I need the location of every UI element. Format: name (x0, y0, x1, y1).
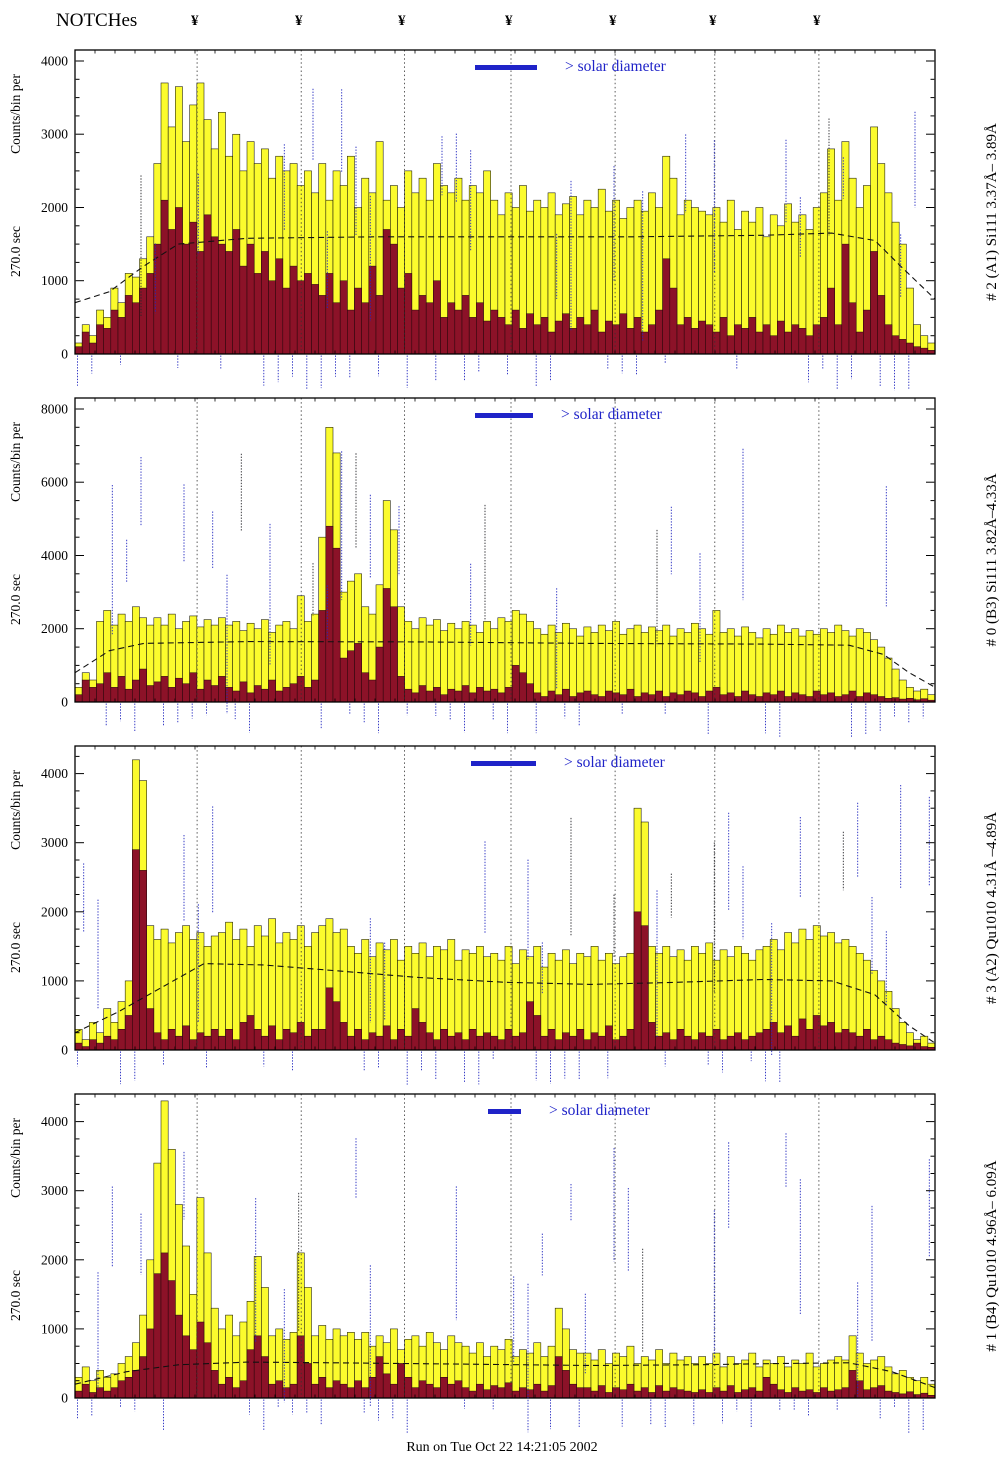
y-axis-title-top: Counts/bin per (8, 74, 23, 154)
svg-text:2000: 2000 (41, 621, 68, 636)
svg-text:4000: 4000 (41, 1114, 68, 1129)
svg-text:2000: 2000 (41, 1252, 68, 1267)
y-axis-title-top: Counts/bin per (8, 770, 23, 850)
panel-1-svg: 0 2000 4000 6000 8000 (41, 397, 936, 738)
panel-2-title: # 3 (A2) Qu1010 4.31Å –4.89Å (984, 811, 1000, 1005)
svg-text:3000: 3000 (41, 127, 68, 142)
solar-diameter-legend: > solar diameter (471, 754, 665, 772)
panel-0: 0 1000 2000 3000 4000 Counts/bin per 270.0 s… (0, 44, 1004, 392)
y-axis-title-bottom: 270.0 sec (8, 574, 23, 625)
svg-text:2000: 2000 (41, 200, 68, 215)
y-axis-title: Counts/bin per 270.0 sec (8, 1088, 26, 1398)
solar-diameter-label: > solar diameter (561, 406, 662, 423)
svg-text:1000: 1000 (41, 973, 68, 988)
y-axis-title-bottom: 270.0 sec (8, 226, 23, 277)
panel-3-svg: 0 1000 2000 3000 4000 (41, 1093, 936, 1435)
panel-2-svg: 0 1000 2000 3000 4000 (41, 745, 936, 1085)
y-axis-title-bottom: 270.0 sec (8, 1270, 23, 1321)
solar-diameter-label: > solar diameter (564, 754, 665, 771)
notches-title: NOTCHes (56, 10, 138, 31)
svg-text:4000: 4000 (41, 54, 68, 69)
svg-text:1000: 1000 (41, 273, 68, 288)
notch-symbol: ¥ (295, 13, 303, 29)
panel-1: 0 2000 4000 6000 8000 Counts/bin per 270.0 s… (0, 392, 1004, 740)
svg-text:4000: 4000 (41, 548, 68, 563)
svg-text:0: 0 (61, 1043, 68, 1058)
svg-text:6000: 6000 (41, 475, 68, 490)
notch-symbol: ¥ (505, 13, 513, 29)
svg-text:4000: 4000 (41, 766, 68, 781)
notch-symbol: ¥ (191, 13, 199, 29)
solar-diameter-bar (475, 64, 537, 70)
y-axis-title-bottom: 270.0 sec (8, 922, 23, 973)
notch-symbol: ¥ (709, 13, 717, 29)
y-axis-title: Counts/bin per 270.0 sec (8, 392, 26, 702)
solar-diameter-legend: > solar diameter (488, 1102, 650, 1120)
y-axis-title: Counts/bin per 270.0 sec (8, 740, 26, 1050)
solar-diameter-legend: > solar diameter (475, 406, 662, 424)
notch-symbol: ¥ (398, 13, 406, 29)
solar-diameter-legend: > solar diameter (475, 58, 666, 76)
solar-diameter-bar (488, 1108, 521, 1114)
svg-text:2000: 2000 (41, 904, 68, 919)
svg-text:3000: 3000 (41, 835, 68, 850)
svg-text:0: 0 (61, 347, 68, 362)
svg-text:0: 0 (61, 695, 68, 710)
y-axis-title-top: Counts/bin per (8, 1118, 23, 1198)
svg-text:1000: 1000 (41, 1321, 68, 1336)
notch-header: NOTCHes ¥ ¥ ¥ ¥ ¥ ¥ ¥ (0, 0, 1004, 44)
solar-diameter-label: > solar diameter (565, 58, 666, 75)
solar-diameter-bar (475, 412, 533, 418)
solar-diameter-bar (471, 760, 536, 766)
panel-3: 0 1000 2000 3000 4000 Counts/bin per 270.0 s… (0, 1088, 1004, 1436)
solar-diameter-label: > solar diameter (549, 1102, 650, 1119)
panel-3-title: # 1 (B4) Qu1010 4.96Å– 6.09Å (984, 1160, 1000, 1352)
panel-1-title: # 0 (B3) Si111 3.82Å–4.33Å (984, 473, 1000, 647)
y-axis-title: Counts/bin per 270.0 sec (8, 44, 26, 354)
run-timestamp: Run on Tue Oct 22 14:21:05 2002 (406, 1440, 598, 1455)
panel-0-title: # 2 (A1) Si111 3.37Å– 3.89Å (984, 123, 1000, 301)
svg-text:0: 0 (61, 1391, 68, 1406)
notch-symbol: ¥ (813, 13, 821, 29)
panel-0-svg: 0 1000 2000 3000 4000 (41, 49, 936, 391)
notch-symbol: ¥ (609, 13, 617, 29)
y-axis-title-top: Counts/bin per (8, 422, 23, 502)
svg-text:8000: 8000 (41, 402, 68, 417)
svg-text:3000: 3000 (41, 1183, 68, 1198)
panel-2: 0 1000 2000 3000 4000 Counts/bin per 270.0 s… (0, 740, 1004, 1088)
